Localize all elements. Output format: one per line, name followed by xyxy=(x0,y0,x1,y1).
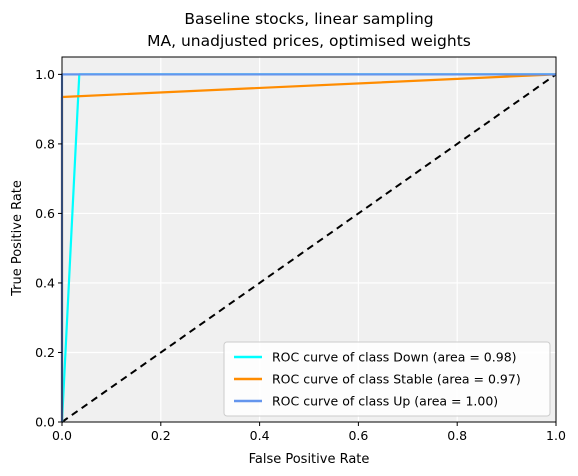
y-tick-label: 0.8 xyxy=(35,136,55,151)
grid-lines xyxy=(61,57,557,423)
plot-frame xyxy=(61,56,557,423)
x-axis-ticks: 0.0 0.2 0.4 0.6 0.8 1.0 xyxy=(52,422,566,443)
x-axis-label: False Positive Rate xyxy=(249,452,370,467)
chance-reference-line xyxy=(61,73,557,423)
y-tick-label: 0.4 xyxy=(35,275,55,290)
x-tick-label: 0.8 xyxy=(447,428,467,443)
y-tick-label: 0.6 xyxy=(35,206,55,221)
y-axis-label: True Positive Rate xyxy=(10,180,25,297)
x-tick-label: 0.0 xyxy=(52,428,72,443)
x-tick-label: 1.0 xyxy=(546,428,566,443)
y-tick-label: 1.0 xyxy=(35,67,55,82)
chart-title: Baseline stocks, linear sampling xyxy=(184,10,433,28)
x-tick-label: 0.2 xyxy=(151,428,171,443)
y-tick-label: 0.0 xyxy=(35,415,55,430)
reference-line-layer xyxy=(61,73,557,423)
legend-label: ROC curve of class Down (area = 0.98) xyxy=(272,350,517,365)
legend-box xyxy=(223,341,551,417)
legend-label: ROC curve of class Up (area = 1.00) xyxy=(272,394,498,409)
y-tick-label: 0.2 xyxy=(35,345,55,360)
x-tick-label: 0.4 xyxy=(250,428,270,443)
legend-label: ROC curve of class Stable (area = 0.97) xyxy=(272,372,521,387)
legend: ROC curve of class Down (area = 0.98) ROC… xyxy=(223,341,551,417)
y-axis-ticks: 0.0 0.2 0.4 0.6 0.8 1.0 xyxy=(35,67,62,430)
x-tick-label: 0.6 xyxy=(348,428,368,443)
chart-subtitle: MA, unadjusted prices, optimised weights xyxy=(147,32,471,50)
